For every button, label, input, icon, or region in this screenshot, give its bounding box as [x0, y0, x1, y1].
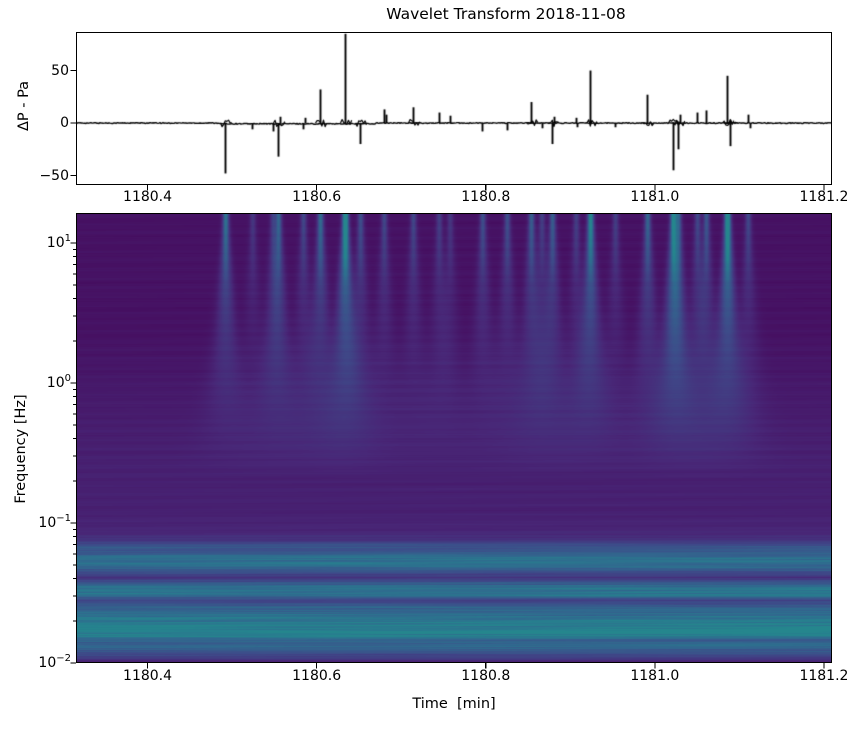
frequency-y-axis-label: Frequency [Hz] [13, 394, 29, 504]
wavelet-heatmap-canvas [76, 213, 832, 663]
x-tick-label-bottom: 1180.4 [123, 668, 173, 684]
x-tick-label-top: 1180.6 [292, 189, 342, 205]
time-x-axis-label: Time [min] [412, 696, 496, 712]
y-tick-label-top: −50 [39, 167, 69, 184]
y-tick-label-bottom: 10−2 [38, 653, 71, 671]
x-tick-label-bottom: 1180.8 [461, 668, 511, 684]
x-tick-label-bottom: 1181.0 [630, 668, 680, 684]
pressure-plot-canvas [76, 32, 832, 185]
y-tick-label-bottom: 101 [46, 233, 71, 251]
x-tick-label-bottom: 1180.6 [292, 668, 342, 684]
page-title: Wavelet Transform 2018-11-08 [386, 5, 626, 23]
x-tick-label-top: 1180.8 [461, 189, 511, 205]
pressure-y-axis-label: ΔP - Pa [16, 80, 32, 132]
x-tick-label-top: 1180.4 [123, 189, 173, 205]
y-tick-label-bottom: 100 [46, 373, 71, 391]
y-tick-label-top: 50 [51, 62, 69, 79]
y-tick-label-top: 0 [60, 115, 69, 132]
y-tick-label-bottom: 10−1 [38, 513, 71, 531]
x-tick-label-top: 1181.0 [630, 189, 680, 205]
x-tick-label-bottom: 1181.2 [799, 668, 849, 684]
x-tick-label-top: 1181.2 [799, 189, 849, 205]
